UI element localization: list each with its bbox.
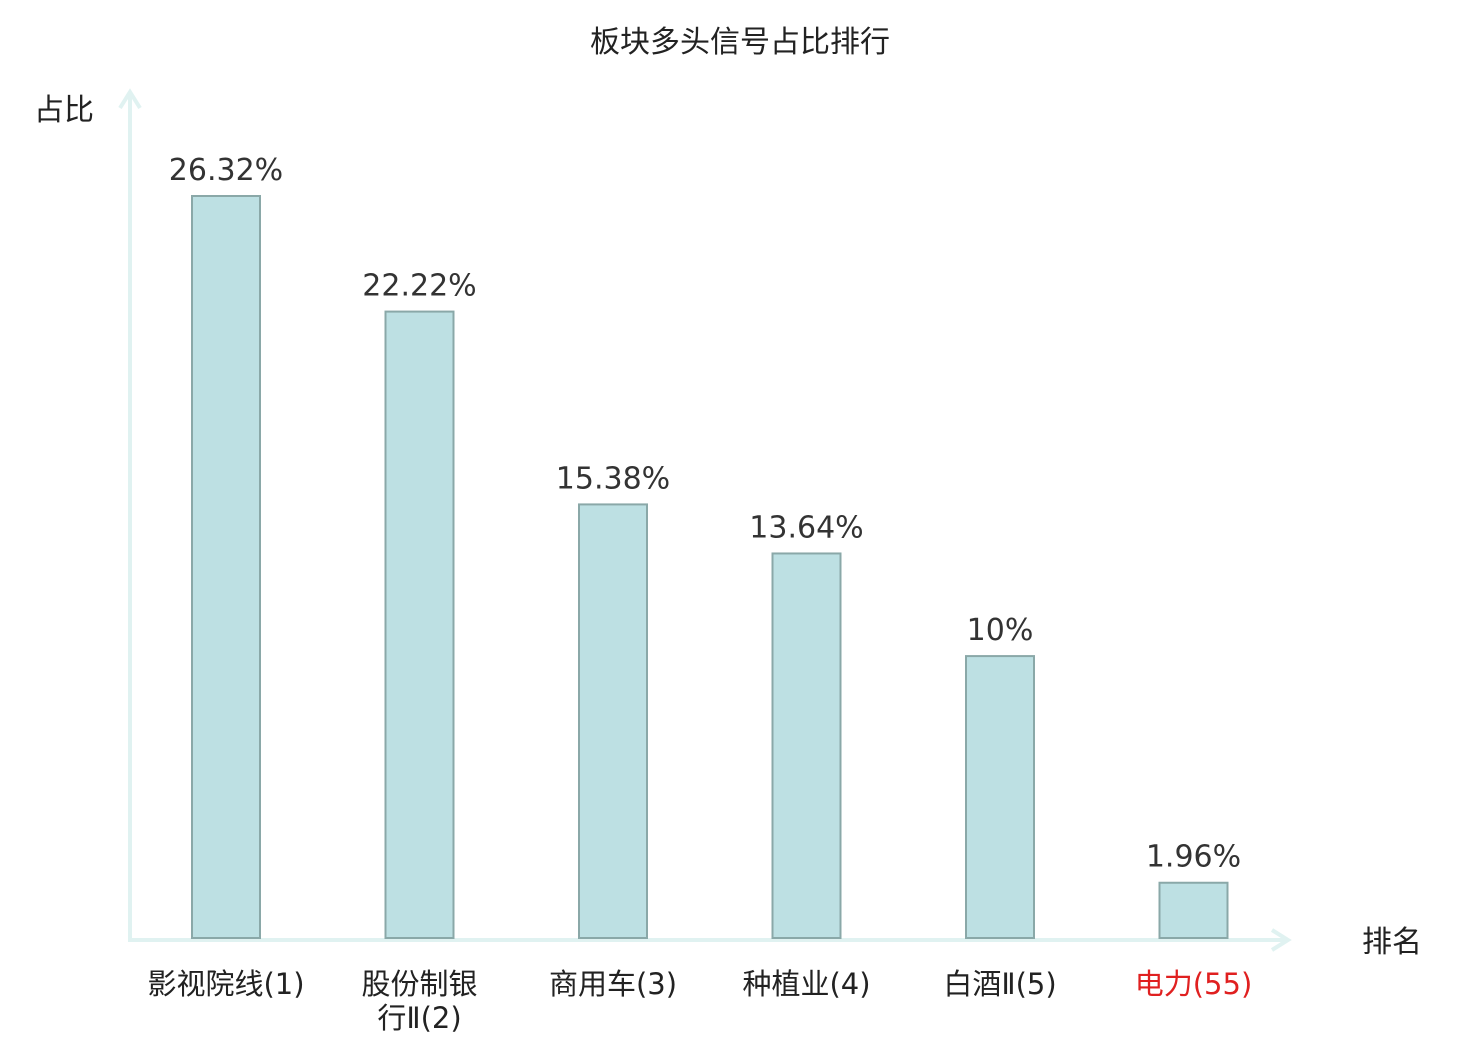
chart-title: 板块多头信号占比排行	[590, 25, 890, 60]
category-label: 白酒Ⅱ(5)	[943, 967, 1056, 1001]
category-label: 种植业(4)	[742, 967, 870, 1001]
bar	[1158, 881, 1229, 940]
bar-value-label: 10%	[967, 613, 1034, 648]
bar	[384, 310, 455, 940]
x-axis-label: 排名	[1362, 925, 1422, 960]
value-labels-group: 26.32% 22.22% 15.38% 13.64% 10% 1.96%	[169, 153, 1241, 875]
bar-value-label: 15.38%	[556, 461, 670, 496]
bar-value-label: 1.96%	[1146, 840, 1241, 875]
category-label: 影视院线(1)	[147, 967, 304, 1001]
category-label: 商用车(3)	[549, 967, 677, 1001]
y-axis-arrow	[118, 88, 142, 110]
bar	[965, 655, 1035, 939]
category-label: 行Ⅱ(2)	[377, 1001, 461, 1035]
category-label: 股份制银	[361, 967, 477, 1001]
y-axis	[118, 88, 142, 938]
category-label: 电力(55)	[1135, 967, 1253, 1001]
bars-group	[191, 195, 1229, 940]
bar-value-label: 22.22%	[362, 269, 476, 304]
bar-value-label: 26.32%	[169, 153, 283, 188]
x-axis	[128, 928, 1292, 952]
bar-value-label: 13.64%	[749, 510, 863, 545]
bar	[578, 503, 648, 939]
bar	[771, 552, 842, 939]
y-axis-label: 占比	[34, 93, 94, 128]
x-axis-arrow	[1270, 928, 1292, 952]
bar	[191, 195, 261, 939]
